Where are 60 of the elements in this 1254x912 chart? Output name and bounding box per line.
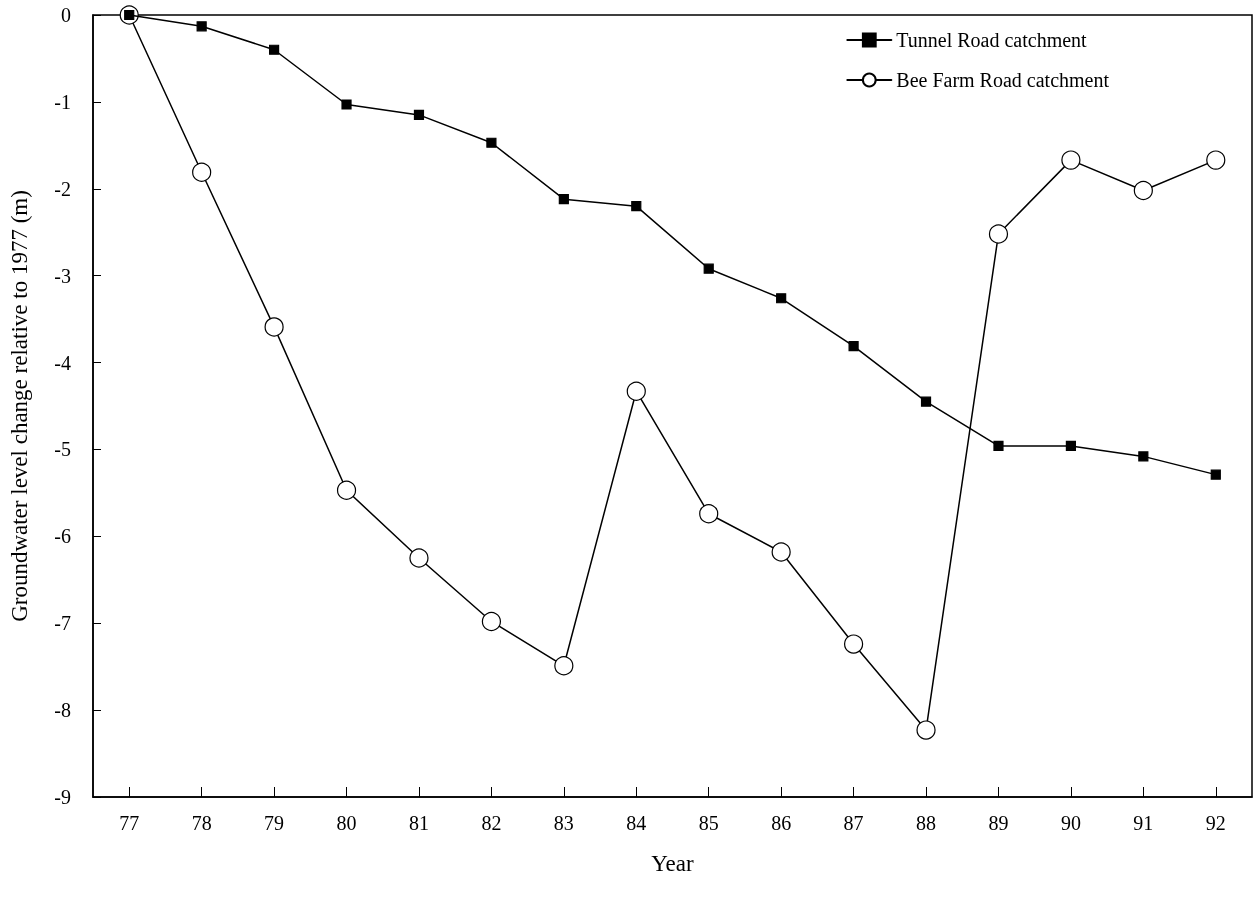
point: [771, 542, 791, 562]
point: [409, 548, 429, 568]
legend-label: Tunnel Road catchment: [896, 29, 1088, 51]
x-tick-label: 78: [191, 812, 212, 834]
point: [631, 201, 642, 212]
point: [1061, 150, 1081, 170]
point: [699, 504, 719, 524]
y-tick-label: -1: [54, 90, 71, 113]
y-tick-label: -9: [54, 786, 71, 808]
point: [703, 263, 714, 274]
point: [626, 381, 646, 401]
y-tick-label: -4: [54, 351, 71, 374]
x-axis-title: Year: [651, 851, 695, 876]
x-tick-label: 85: [698, 812, 719, 834]
legend-label: Bee Farm Road catchment: [896, 69, 1110, 91]
x-tick-label: 84: [626, 812, 647, 834]
point: [268, 44, 280, 55]
x-tick-label: 88: [916, 812, 937, 834]
x-tick-label: 90: [1060, 812, 1081, 834]
y-axis-title: Groundwater level change relative to 1977 (m): [7, 190, 32, 622]
point: [196, 21, 207, 32]
point: [336, 480, 357, 500]
point: [486, 137, 497, 148]
y-tick-label: -6: [54, 525, 71, 548]
x-tick-label: 81: [408, 812, 429, 834]
point: [993, 440, 1004, 452]
y-tick-label: -7: [54, 612, 71, 635]
x-tick-label: 83: [553, 812, 574, 834]
point: [848, 340, 859, 352]
point: [916, 720, 936, 740]
point: [844, 634, 864, 654]
y-tick-label: -2: [54, 177, 71, 200]
point: [192, 162, 212, 182]
y-tick-label: -3: [54, 264, 71, 287]
point: [554, 656, 574, 676]
x-tick-label: 91: [1133, 812, 1154, 834]
point: [1138, 451, 1149, 462]
x-tick-label: 86: [771, 812, 792, 834]
point: [481, 611, 502, 632]
point: [988, 224, 1009, 244]
point: [1206, 150, 1226, 170]
x-tick-label: 82: [481, 812, 502, 834]
y-tick-label: -8: [54, 699, 71, 722]
x-tick-label: 80: [336, 812, 357, 834]
y-tick-label: -5: [54, 438, 71, 461]
point: [776, 293, 787, 304]
x-tick-label: 89: [988, 812, 1009, 834]
point: [920, 396, 932, 407]
point: [413, 109, 425, 121]
x-tick-label: 87: [843, 812, 864, 834]
x-tick-label: 92: [1205, 812, 1226, 834]
point: [1133, 180, 1153, 201]
point: [558, 194, 569, 205]
point: [264, 317, 284, 337]
point: [1210, 469, 1221, 480]
point: [1065, 440, 1077, 452]
x-tick-label: 79: [264, 812, 285, 834]
point: [341, 99, 352, 110]
x-tick-label: 77: [119, 812, 140, 834]
y-tick-label: 0: [61, 4, 71, 26]
